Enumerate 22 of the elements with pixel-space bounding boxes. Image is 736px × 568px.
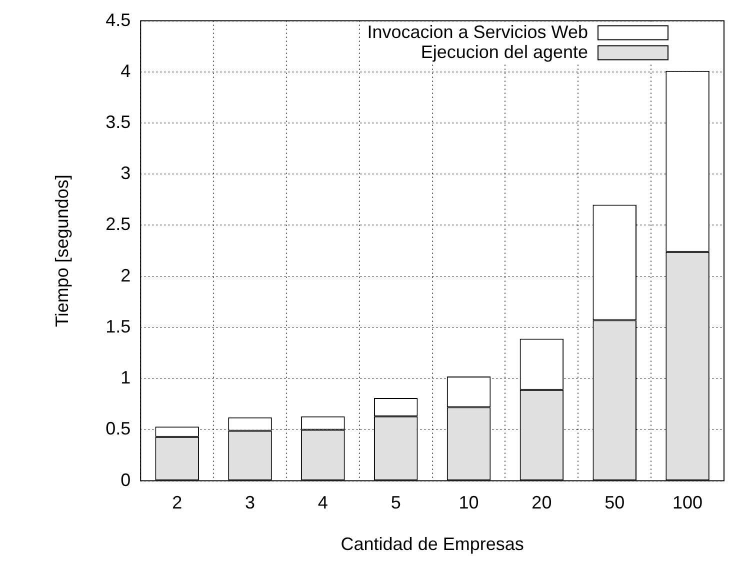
y-tick-label: 3.5 bbox=[106, 112, 131, 132]
legend-label: Ejecucion del agente bbox=[420, 42, 588, 62]
y-tick-label: 3 bbox=[120, 163, 131, 184]
y-tick-label: 2.5 bbox=[106, 214, 131, 234]
x-tick-label: 3 bbox=[245, 492, 256, 513]
x-tick-label: 2 bbox=[172, 492, 182, 513]
x-tick-label: 5 bbox=[390, 492, 401, 513]
y-tick-label: 0.5 bbox=[106, 418, 131, 439]
x-tick-label: 10 bbox=[458, 492, 479, 513]
x-axis-title: Cantidad de Empresas bbox=[340, 534, 524, 554]
y-axis-title: Tiempo [segundos] bbox=[52, 174, 72, 328]
x-tick-label: 4 bbox=[318, 492, 328, 513]
y-tick-label: 1.5 bbox=[106, 316, 131, 336]
y-tick-label: 4.5 bbox=[106, 10, 131, 30]
y-tick-label: 4 bbox=[120, 60, 131, 81]
text: Invocacion a Servicios Web bbox=[367, 22, 588, 42]
x-tick-label: 50 bbox=[604, 492, 625, 513]
y-tick-label: 2 bbox=[120, 265, 131, 286]
y-tick-label: 1 bbox=[120, 368, 131, 388]
y-tick-label: 0 bbox=[120, 470, 131, 490]
x-tick-label: 20 bbox=[532, 492, 552, 513]
x-tick-label: 100 bbox=[672, 492, 703, 513]
